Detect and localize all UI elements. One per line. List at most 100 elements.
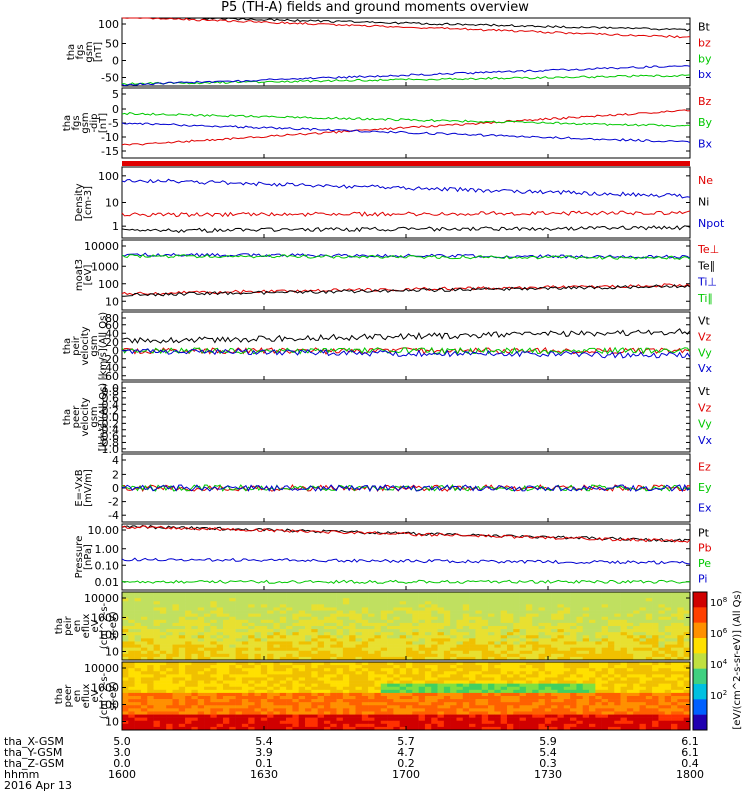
heatmap-cell: [140, 674, 148, 678]
heatmap-cell: [267, 696, 274, 700]
heatmap-cell: [494, 616, 501, 621]
heatmap-cell: [582, 653, 590, 658]
heatmap-cell: [399, 671, 407, 675]
legend-ne: Ne: [698, 174, 713, 187]
heatmap-cell: [166, 595, 173, 599]
heatmap-cell: [317, 674, 325, 678]
heatmap-cell: [241, 705, 249, 709]
heatmap-cell: [185, 619, 192, 624]
heatmap-cell: [330, 708, 337, 712]
heatmap-cell: [273, 616, 281, 621]
heatmap-cell: [506, 619, 514, 624]
heatmap-cell: [614, 674, 621, 678]
heatmap-cell: [639, 662, 647, 666]
heatmap-cell: [513, 674, 520, 678]
heatmap-cell: [664, 699, 672, 703]
heatmap-cell: [222, 711, 230, 715]
heatmap-cell: [279, 656, 287, 661]
heatmap-cell: [279, 613, 287, 618]
heatmap-cell: [513, 680, 520, 684]
heatmap-cell: [380, 604, 388, 608]
heatmap-cell: [450, 604, 457, 608]
heatmap-cell: [374, 635, 382, 639]
heatmap-cell: [488, 613, 495, 618]
heatmap-cell: [336, 692, 344, 697]
heatmap-cell: [317, 671, 325, 675]
y-axis-label: tha: [62, 338, 73, 354]
heatmap-cell: [393, 632, 400, 636]
heatmap-cell: [431, 604, 438, 608]
heatmap-cell: [595, 653, 602, 658]
heatmap-cell: [241, 619, 249, 624]
heatmap-cell: [374, 668, 382, 672]
heatmap-cell: [210, 677, 217, 681]
heatmap-cell: [544, 683, 552, 688]
heatmap-cell: [469, 592, 476, 596]
y-axis-label: fgs: [71, 115, 82, 130]
heatmap-cell: [153, 647, 161, 652]
heatmap-cell: [614, 641, 621, 645]
heatmap-cell: [589, 610, 596, 614]
heatmap-cell: [387, 708, 394, 712]
heatmap-cell: [330, 723, 337, 728]
heatmap-cell: [260, 705, 268, 709]
heatmap-cell: [330, 671, 337, 675]
heatmap-cell: [336, 635, 344, 639]
heatmap-cell: [122, 653, 129, 658]
heatmap-cell: [424, 604, 432, 608]
heatmap-cell: [614, 601, 621, 605]
heatmap-cell: [235, 626, 243, 630]
heatmap-cell: [563, 644, 571, 648]
heatmap-cell: [551, 650, 558, 655]
heatmap-cell: [431, 665, 438, 669]
heatmap-cell: [494, 723, 501, 728]
heatmap-cell: [140, 656, 148, 661]
heatmap-cell: [191, 723, 199, 728]
x-row-label: tha_Y-GSM: [4, 746, 62, 759]
heatmap-cell: [525, 626, 533, 630]
heatmap-cell: [197, 717, 205, 722]
heatmap-cell: [488, 632, 495, 636]
heatmap-cell: [469, 708, 476, 712]
heatmap-cell: [140, 622, 148, 627]
heatmap-cell: [469, 711, 476, 715]
heatmap-cell: [601, 705, 609, 709]
heatmap-cell: [481, 668, 489, 672]
heatmap-cell: [525, 619, 533, 624]
x-row-label: hhmm: [4, 768, 39, 781]
heatmap-cell: [317, 711, 325, 715]
heatmap-cell: [563, 647, 571, 652]
heatmap-cell: [380, 644, 388, 648]
heatmap-cell: [166, 610, 173, 614]
heatmap-cell: [424, 677, 432, 681]
heatmap-cell: [153, 720, 161, 725]
heatmap-cell: [361, 683, 369, 688]
heatmap-cell: [393, 629, 400, 633]
heatmap-cell: [374, 702, 382, 706]
heatmap-cell: [532, 711, 539, 715]
heatmap-cell: [645, 723, 653, 728]
heatmap-cell: [349, 723, 356, 728]
heatmap-cell: [216, 705, 224, 709]
heatmap-cell: [456, 616, 464, 621]
heatmap-cell: [538, 714, 546, 718]
heatmap-cell: [431, 629, 438, 633]
panel-peir_velocity: 806040200-20-40-60thapeirvelocitygsm[km/…: [62, 311, 713, 383]
heatmap-cell: [374, 653, 382, 658]
heatmap-cell: [595, 674, 602, 678]
heatmap-cell: [147, 696, 154, 700]
heatmap-cell: [134, 668, 142, 672]
heatmap-cell: [488, 671, 495, 675]
heatmap-cell: [664, 680, 672, 684]
heatmap-cell: [469, 647, 476, 652]
heatmap-cell: [128, 720, 135, 725]
heatmap-cell: [267, 629, 274, 633]
heatmap-cell: [355, 653, 363, 658]
heatmap-cell: [128, 638, 135, 642]
heatmap-cell: [513, 595, 520, 599]
heatmap-cell: [342, 653, 350, 658]
heatmap-cell: [349, 616, 356, 621]
heatmap-cell: [134, 683, 142, 688]
heatmap-cell: [633, 699, 640, 703]
